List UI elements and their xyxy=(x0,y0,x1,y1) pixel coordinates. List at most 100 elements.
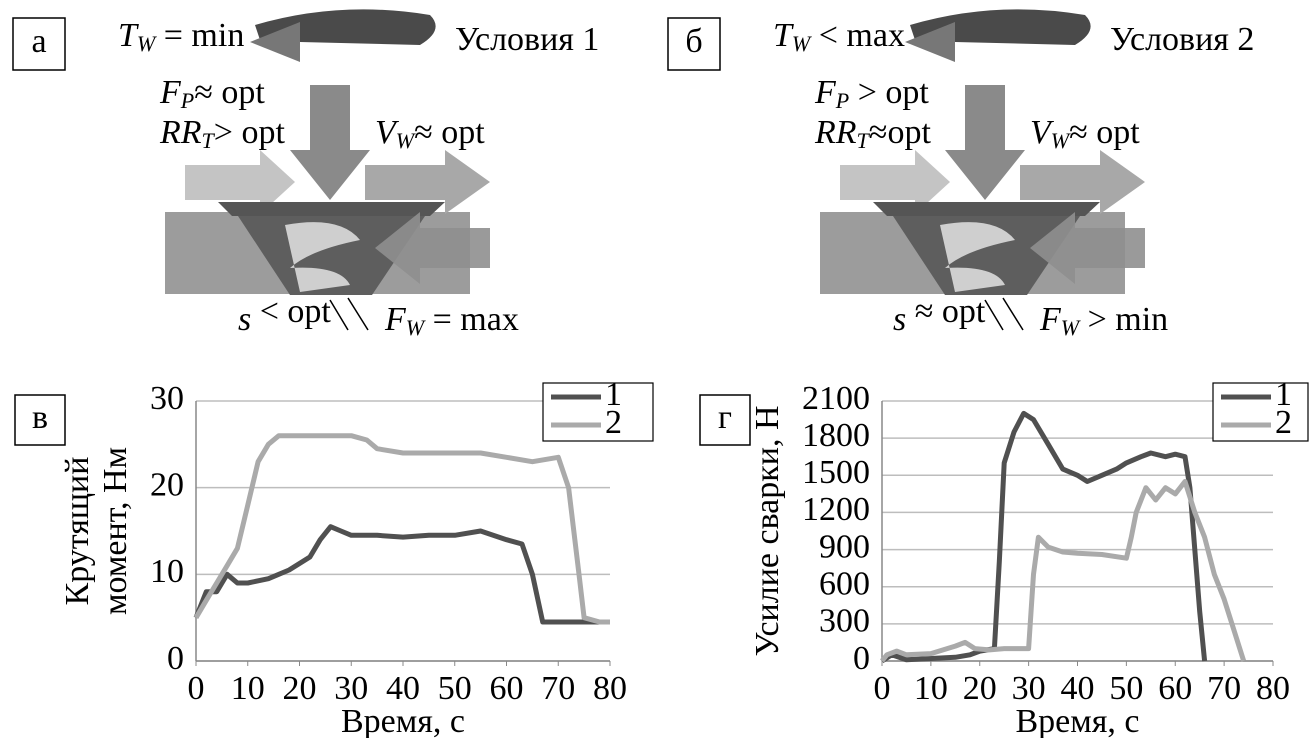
legend-box xyxy=(542,382,654,442)
param-symbol: s xyxy=(893,301,906,338)
x-tick-label: 40 xyxy=(386,670,420,707)
y-tick-label: 30 xyxy=(150,380,184,417)
y-tick-label: 1500 xyxy=(802,454,870,491)
force-arrow-down xyxy=(945,85,1025,200)
param-sub: P xyxy=(180,88,194,113)
param-symbol: s xyxy=(238,301,251,338)
pin-thread xyxy=(285,222,360,292)
pin-thread xyxy=(940,222,1015,292)
panel-letter-box xyxy=(667,17,721,71)
param-sub: W xyxy=(1061,315,1081,340)
y-axis-label: Крутящий xyxy=(59,457,96,606)
param-label: s < opt xyxy=(238,293,331,338)
legend-label: 1 xyxy=(1275,376,1292,413)
param-symbol: F xyxy=(159,74,182,111)
y-tick-label: 600 xyxy=(819,566,870,603)
param-symbol: F xyxy=(1039,301,1062,338)
x-tick-label: 80 xyxy=(593,670,627,707)
y-tick-label: 0 xyxy=(167,640,184,677)
series-line xyxy=(193,524,610,625)
param-relation: < opt xyxy=(251,293,331,330)
param-relation: > opt xyxy=(214,114,286,151)
x-tick-label: 20 xyxy=(283,670,317,707)
series-line xyxy=(193,433,610,625)
param-sub: T xyxy=(857,128,871,153)
y-axis-label: момент, Нм xyxy=(97,447,134,615)
feed-arrow-left xyxy=(185,150,295,214)
param-label: FP≈ opt xyxy=(159,74,265,113)
y-tick-label: 20 xyxy=(150,466,184,503)
x-tick-label: 70 xyxy=(1207,670,1241,707)
panel-letter: г xyxy=(718,399,732,436)
param-relation: > opt xyxy=(849,74,929,111)
param-relation: = max xyxy=(424,301,519,338)
param-symbol: RR xyxy=(814,114,857,151)
panel-letter: в xyxy=(32,399,48,436)
param-label: FW = max xyxy=(384,301,519,340)
param-sub: W xyxy=(406,315,426,340)
x-tick-label: 30 xyxy=(334,670,368,707)
param-relation: ≈ opt xyxy=(194,74,265,111)
x-tick-label: 70 xyxy=(541,670,575,707)
param-label: TW < max xyxy=(773,17,905,56)
param-label: FP > opt xyxy=(814,74,929,113)
travel-arrow xyxy=(365,150,490,214)
param-label: RRT> opt xyxy=(159,114,285,153)
y-tick-label: 0 xyxy=(853,640,870,677)
param-label: VW≈ opt xyxy=(375,114,485,153)
y-tick-label: 1800 xyxy=(802,417,870,454)
param-relation: ≈opt xyxy=(869,114,932,151)
param-symbol: T xyxy=(118,17,139,54)
param-relation: ≈ opt xyxy=(414,114,485,151)
gap-line xyxy=(347,297,369,331)
rotation-head xyxy=(905,22,955,62)
legend-label: 2 xyxy=(1275,404,1292,441)
x-tick-label: 60 xyxy=(1158,670,1192,707)
param-symbol: F xyxy=(384,301,407,338)
panel-letter-box xyxy=(12,17,66,71)
x-tick-label: 50 xyxy=(438,670,472,707)
param-label: s ≈ opt xyxy=(893,293,986,338)
pin xyxy=(238,216,425,295)
param-label: TW = min xyxy=(118,17,244,56)
legend-label: 1 xyxy=(605,376,622,413)
x-axis-label: Время, с xyxy=(341,703,465,738)
condition-title: Условия 1 xyxy=(455,21,599,58)
rotation-arrow xyxy=(910,9,1091,45)
param-label: VW≈ opt xyxy=(1030,114,1140,153)
x-tick-label: 10 xyxy=(231,670,265,707)
panel-letter: б xyxy=(685,23,702,60)
param-symbol: F xyxy=(814,74,837,111)
legend-box xyxy=(1212,382,1309,442)
y-tick-label: 10 xyxy=(150,553,184,590)
feed-arrow-left xyxy=(840,150,950,214)
reaction-arrow xyxy=(1030,212,1145,284)
reaction-arrow xyxy=(375,212,490,284)
rotation-arrow xyxy=(255,9,436,45)
rotation-head xyxy=(250,22,300,62)
x-tick-label: 40 xyxy=(1061,670,1095,707)
x-tick-label: 0 xyxy=(188,670,205,707)
panel-letter-box xyxy=(14,394,66,446)
gap-line xyxy=(329,299,349,331)
param-symbol: T xyxy=(773,17,794,54)
y-tick-label: 300 xyxy=(819,603,870,640)
x-axis-label: Время, с xyxy=(1015,703,1139,738)
series-line xyxy=(880,410,1208,664)
param-sub: W xyxy=(1051,128,1071,153)
param-relation: < max xyxy=(810,17,905,54)
x-tick-label: 30 xyxy=(1012,670,1046,707)
param-label: FW > min xyxy=(1039,301,1168,340)
gap-line xyxy=(984,299,1004,331)
x-tick-label: 60 xyxy=(490,670,524,707)
x-tick-label: 50 xyxy=(1109,670,1143,707)
param-relation: ≈ opt xyxy=(1069,114,1140,151)
x-tick-label: 0 xyxy=(874,670,891,707)
condition-title: Условия 2 xyxy=(1110,21,1254,58)
param-sub: W xyxy=(396,128,416,153)
param-sub: W xyxy=(792,31,812,56)
param-symbol: RR xyxy=(159,114,202,151)
panel-letter-box xyxy=(699,394,751,446)
y-tick-label: 1200 xyxy=(802,491,870,528)
